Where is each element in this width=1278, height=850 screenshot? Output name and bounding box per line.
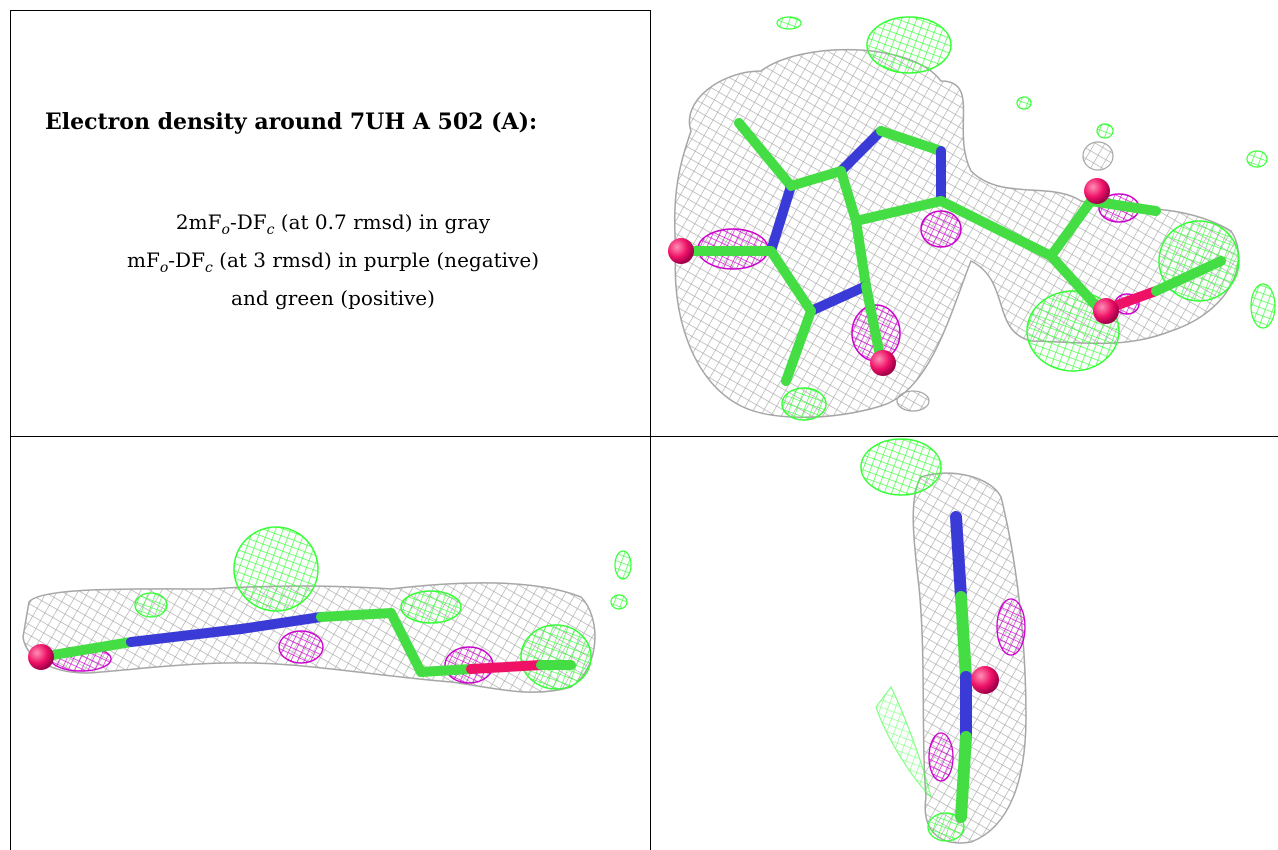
oxygen-atom [1093,298,1119,324]
negative-density-blob [928,732,954,782]
caption-panel: Electron density around 7UH A 502 (A): 2… [11,11,650,436]
oxygen-atom [668,238,694,264]
table-border-middle [650,10,651,850]
positive-density-blob [1016,96,1032,110]
density-render-side [22,526,632,693]
oxygen-atom [870,350,896,376]
positive-density-blob [860,438,942,496]
gray-density-fragment [896,390,930,412]
map-legend: 2mFo-DFc (at 0.7 rmsd) in gray mFo-DFc (… [33,207,633,313]
positive-density-blob [1250,283,1276,329]
positive-density-blob [866,16,952,74]
oxygen-atom [971,666,999,694]
positive-density-blob [1246,150,1268,168]
oxygen-atom [28,644,54,670]
map2-legend-line: mFo-DFc (at 3 rmsd) in purple (negative) [127,248,539,276]
density-render-top [668,16,1276,421]
figure-title: Electron density around 7UH A 502 (A): [45,109,538,135]
map2-legend-line-2: and green (positive) [231,286,435,310]
positive-density-blob [875,685,933,799]
oxygen-atom [1084,178,1110,204]
table-border-row-divider [10,436,1278,437]
gray-density-fragment [1082,141,1114,171]
top-view-panel [651,11,1278,436]
positive-density-blob [781,387,827,421]
map1-legend-line: 2mFo-DFc (at 0.7 rmsd) in gray [175,210,491,238]
table-border-left [10,10,11,850]
positive-density-blob [610,594,628,610]
table-border-top [10,10,651,11]
ligand-sticks [950,511,972,823]
density-render-end [860,438,1027,844]
side-view-panel [11,437,650,850]
negative-density-blob [996,598,1026,656]
negative-density-blob [920,210,962,248]
negative-density-blob [278,630,324,664]
positive-density-blob [776,16,802,30]
positive-density-blob [233,526,319,612]
positive-density-blob [1096,123,1114,139]
positive-density-blob [614,550,632,580]
positive-density-blob [927,812,965,842]
positive-density-blob [520,624,592,690]
positive-density-blob [400,590,462,624]
ligand-sticks [36,608,576,677]
end-view-panel [651,437,1278,850]
positive-density-blob [134,592,168,618]
